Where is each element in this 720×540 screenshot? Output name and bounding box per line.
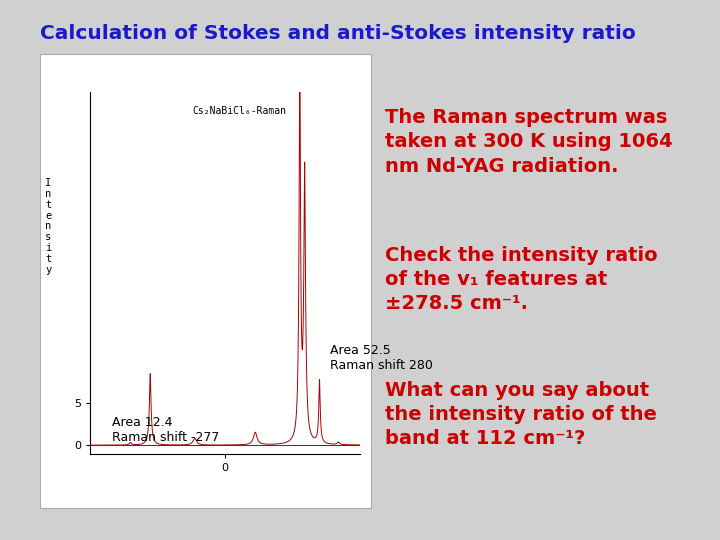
- Text: Cs₂NaBiCl₆-Raman: Cs₂NaBiCl₆-Raman: [193, 106, 287, 116]
- Text: Area 12.4
Raman shift -277: Area 12.4 Raman shift -277: [112, 416, 219, 444]
- Text: What can you say about
the intensity ratio of the
band at 112 cm⁻¹?: What can you say about the intensity rat…: [385, 381, 657, 448]
- FancyBboxPatch shape: [40, 54, 371, 508]
- Text: Check the intensity ratio
of the v₁ features at
±278.5 cm⁻¹.: Check the intensity ratio of the v₁ feat…: [385, 246, 658, 313]
- Text: Calculation of Stokes and anti-Stokes intensity ratio: Calculation of Stokes and anti-Stokes in…: [40, 24, 635, 43]
- Text: I
n
t
e
n
s
i
t
y: I n t e n s i t y: [45, 178, 51, 274]
- Text: Area 52.5
Raman shift 280: Area 52.5 Raman shift 280: [330, 344, 433, 372]
- Text: The Raman spectrum was
taken at 300 K using 1064
nm Nd-YAG radiation.: The Raman spectrum was taken at 300 K us…: [385, 108, 672, 176]
